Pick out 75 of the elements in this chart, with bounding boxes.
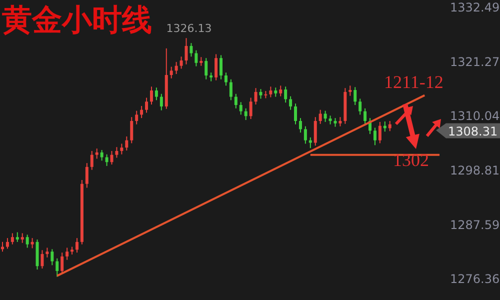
candlestick xyxy=(66,247,69,260)
candlestick xyxy=(284,86,288,104)
candlestick xyxy=(150,86,153,106)
candlestick xyxy=(354,86,357,106)
candlestick xyxy=(318,109,322,124)
candlestick xyxy=(358,98,362,116)
annotation: 1302 xyxy=(393,150,429,170)
candlestick xyxy=(304,126,307,144)
candlestick xyxy=(259,88,262,100)
candlestick xyxy=(184,38,188,65)
y-tick-label: 1321.27 xyxy=(450,54,500,69)
candlestick xyxy=(75,238,78,254)
candlestick xyxy=(130,116,134,144)
candlestick xyxy=(85,162,88,188)
candlestick xyxy=(229,78,232,101)
candlestick xyxy=(120,143,124,155)
annotation: 1326.13 xyxy=(166,22,212,36)
candlestick xyxy=(56,258,59,278)
candlestick xyxy=(348,85,352,96)
candlestick xyxy=(378,121,382,144)
candlestick xyxy=(154,87,158,101)
candlestick xyxy=(20,232,24,244)
candlestick xyxy=(16,232,19,242)
y-tick-label: 1276.36 xyxy=(450,272,500,286)
candlestick xyxy=(174,61,178,75)
candlestick xyxy=(214,54,218,81)
candlestick xyxy=(125,136,128,151)
candlestick xyxy=(294,103,298,125)
candlestick xyxy=(50,248,54,266)
candlestick xyxy=(289,96,292,110)
candlestick xyxy=(274,87,278,98)
candlestick xyxy=(110,150,114,166)
candlestick xyxy=(135,110,138,125)
candlestick xyxy=(239,102,242,116)
candlestick xyxy=(95,148,98,160)
candlestick xyxy=(30,238,34,249)
y-tick-label: 1298.81 xyxy=(450,164,500,178)
candlestick xyxy=(204,58,208,80)
candlestick xyxy=(254,88,258,106)
candlestick xyxy=(100,150,104,162)
candlestick xyxy=(190,42,193,58)
candlestick xyxy=(244,108,248,120)
y-tick-label: 1332.49 xyxy=(450,0,500,15)
candlestick xyxy=(279,85,282,97)
candlestick xyxy=(249,97,252,120)
candlestick xyxy=(145,97,148,114)
candlestick xyxy=(194,50,198,67)
candlestick xyxy=(234,93,238,109)
candlestick xyxy=(220,54,223,80)
candlestick xyxy=(180,56,183,70)
candlestick xyxy=(324,110,327,122)
candlestick xyxy=(338,116,342,127)
candlestick xyxy=(269,86,272,98)
candlestick xyxy=(364,108,367,125)
candlestick xyxy=(10,232,14,245)
y-tick-label: 1287.59 xyxy=(450,218,500,232)
candlestick xyxy=(298,118,302,134)
candlestick xyxy=(105,154,108,166)
candlestick xyxy=(46,247,49,258)
candlestick xyxy=(115,146,118,158)
candlestick xyxy=(314,116,317,146)
candlestick xyxy=(90,150,94,170)
candlestick xyxy=(6,238,9,250)
annotation: 1211-12 xyxy=(384,72,444,92)
candlestick xyxy=(26,234,29,248)
candlestick xyxy=(224,72,228,86)
candlestick xyxy=(60,252,64,274)
y-tick-label: 1310.04 xyxy=(450,109,500,124)
text: 1308.31 xyxy=(448,124,498,138)
candlestick xyxy=(160,93,163,111)
chart-title: 黄金小时线 xyxy=(2,2,152,40)
candlestick xyxy=(170,66,173,79)
candlestick xyxy=(140,105,144,119)
candlestick xyxy=(40,250,44,270)
candlestick xyxy=(373,127,376,146)
